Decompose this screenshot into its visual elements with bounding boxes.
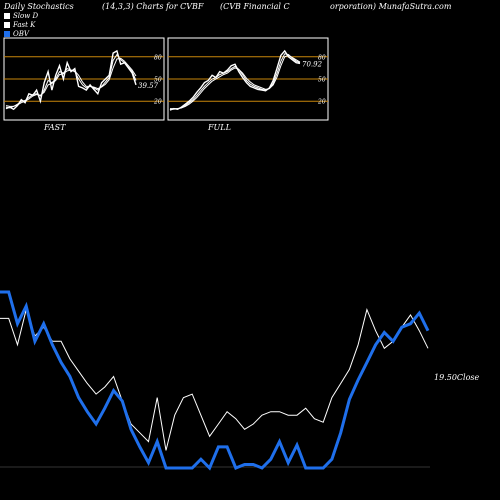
fast-last-value-label: 39.57 <box>138 82 159 90</box>
legend-swatch-obv <box>4 31 10 37</box>
header-title-1: Daily Stochastics <box>4 2 74 11</box>
fast-level-label-20: 20 <box>153 99 162 106</box>
full-series-2-line <box>170 53 301 110</box>
fast-series-3-line <box>5 57 137 107</box>
full-level-label-20: 20 <box>317 99 326 106</box>
fast-level-label-80: 80 <box>154 54 162 61</box>
legend-swatch-slow-d <box>4 13 10 19</box>
full-level-label-50: 50 <box>318 77 326 84</box>
header-title-2: (14,3,3) Charts for CVBF <box>102 2 204 11</box>
full-series-1-line <box>169 49 301 111</box>
fast-series-1-line <box>5 49 137 111</box>
price-line <box>0 307 429 451</box>
legend-swatch-fast-k <box>4 22 10 28</box>
legend-fast-k: Fast K <box>4 21 35 29</box>
legend-slow-d: Slow D <box>4 12 38 20</box>
header-title-3: (CVB Financial C <box>220 2 290 11</box>
full-level-label-80: 80 <box>318 54 326 61</box>
legend-label-slow-d: Slow D <box>13 12 39 20</box>
fast-series-2-line <box>5 53 137 109</box>
fast-level-label-50: 50 <box>154 77 162 84</box>
fast-panel-label: FAST <box>44 123 66 132</box>
close-label: 19.50Close <box>434 373 480 382</box>
legend-label-fast-k: Fast K <box>13 21 36 29</box>
full-series-3-line <box>170 54 301 110</box>
legend-obv: OBV <box>4 30 29 38</box>
full-panel-label: FULL <box>208 123 231 132</box>
full-last-value-label: 70.92 <box>302 60 323 68</box>
header-title-4: orporation) MunafaSutra.com <box>330 2 452 11</box>
legend-label-obv: OBV <box>13 30 29 38</box>
obv-line <box>0 290 430 471</box>
